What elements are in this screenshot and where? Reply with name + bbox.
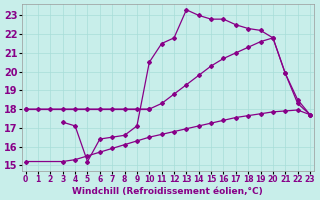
X-axis label: Windchill (Refroidissement éolien,°C): Windchill (Refroidissement éolien,°C) [72,187,263,196]
